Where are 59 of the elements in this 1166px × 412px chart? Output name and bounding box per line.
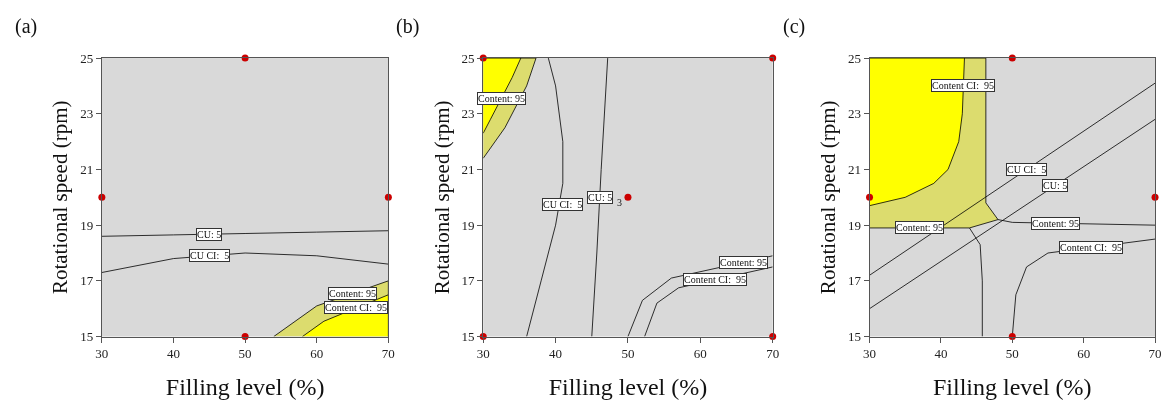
annotation: Content: 95	[1032, 218, 1079, 229]
x-tick-label: 60	[1077, 346, 1091, 362]
x-tick-label: 30	[95, 346, 109, 362]
y-tick-label: 25	[80, 50, 94, 66]
annotation: Content: 95	[896, 222, 943, 233]
y-tick-label: 19	[847, 217, 861, 233]
x-tick-label: 40	[549, 346, 563, 362]
y-tick-label: 17	[847, 273, 862, 289]
y-tick-label: 19	[80, 217, 94, 233]
annotation: Content: 95	[478, 93, 525, 104]
x-axis-title: Filling level (%)	[932, 374, 1092, 401]
x-axis-title: Filling level (%)	[548, 374, 708, 401]
x-tick-label: 60	[310, 346, 324, 362]
x-axis-title: Filling level (%)	[165, 374, 325, 401]
x-tick-label: 50	[621, 346, 635, 362]
annotation: CU CI: 5	[190, 250, 230, 261]
annotation: CU: 5	[1043, 180, 1068, 191]
y-tick-label: 17	[461, 273, 476, 289]
annotation: CU: 5	[197, 229, 222, 240]
annotation: Content: 95	[720, 257, 767, 268]
y-tick-label: 21	[80, 162, 94, 178]
annotation: Content: 95	[329, 288, 376, 299]
annotation: 3	[617, 197, 622, 208]
y-tick-label: 17	[80, 273, 94, 289]
x-tick-label: 70	[766, 346, 780, 362]
y-tick-label: 25	[461, 50, 475, 66]
chart-title: (a)	[15, 15, 38, 38]
x-tick-label: 60	[693, 346, 707, 362]
annotation: CU CI: 5	[1007, 164, 1047, 175]
point	[624, 193, 632, 201]
y-tick-label: 21	[461, 162, 475, 178]
y-tick-label: 25	[847, 50, 861, 66]
x-tick-label: 70	[1148, 346, 1162, 362]
x-tick-label: 50	[238, 346, 252, 362]
chart-title: (b)	[396, 15, 420, 38]
annotation: Content CI: 95	[1060, 242, 1122, 253]
y-tick-label: 23	[461, 106, 475, 122]
x-tick-label: 30	[863, 346, 877, 362]
x-tick-label: 40	[934, 346, 948, 362]
y-tick-label: 15	[80, 329, 94, 345]
y-axis-title: Rotational speed (rpm)	[48, 100, 73, 295]
annotation: CU: 5	[588, 192, 613, 203]
y-tick-label: 23	[847, 106, 861, 122]
y-tick-label: 19	[461, 217, 475, 233]
x-tick-label: 70	[381, 346, 395, 362]
annotation: CU CI: 5	[543, 199, 583, 210]
x-tick-label: 40	[166, 346, 180, 362]
annotation: Content CI: 95	[932, 80, 994, 91]
y-tick-label: 21	[847, 162, 861, 178]
y-tick-label: 15	[847, 329, 861, 345]
y-tick-label: 23	[80, 106, 94, 122]
x-tick-label: 50	[1005, 346, 1019, 362]
annotation: Content CI: 95	[325, 302, 387, 313]
y-axis-title: Rotational speed (rpm)	[429, 100, 454, 295]
y-tick-label: 15	[461, 329, 475, 345]
x-tick-label: 30	[476, 346, 490, 362]
chart-title: (c)	[783, 15, 806, 38]
y-axis-title: Rotational speed (rpm)	[816, 100, 841, 295]
annotation: Content CI: 95	[684, 274, 746, 285]
